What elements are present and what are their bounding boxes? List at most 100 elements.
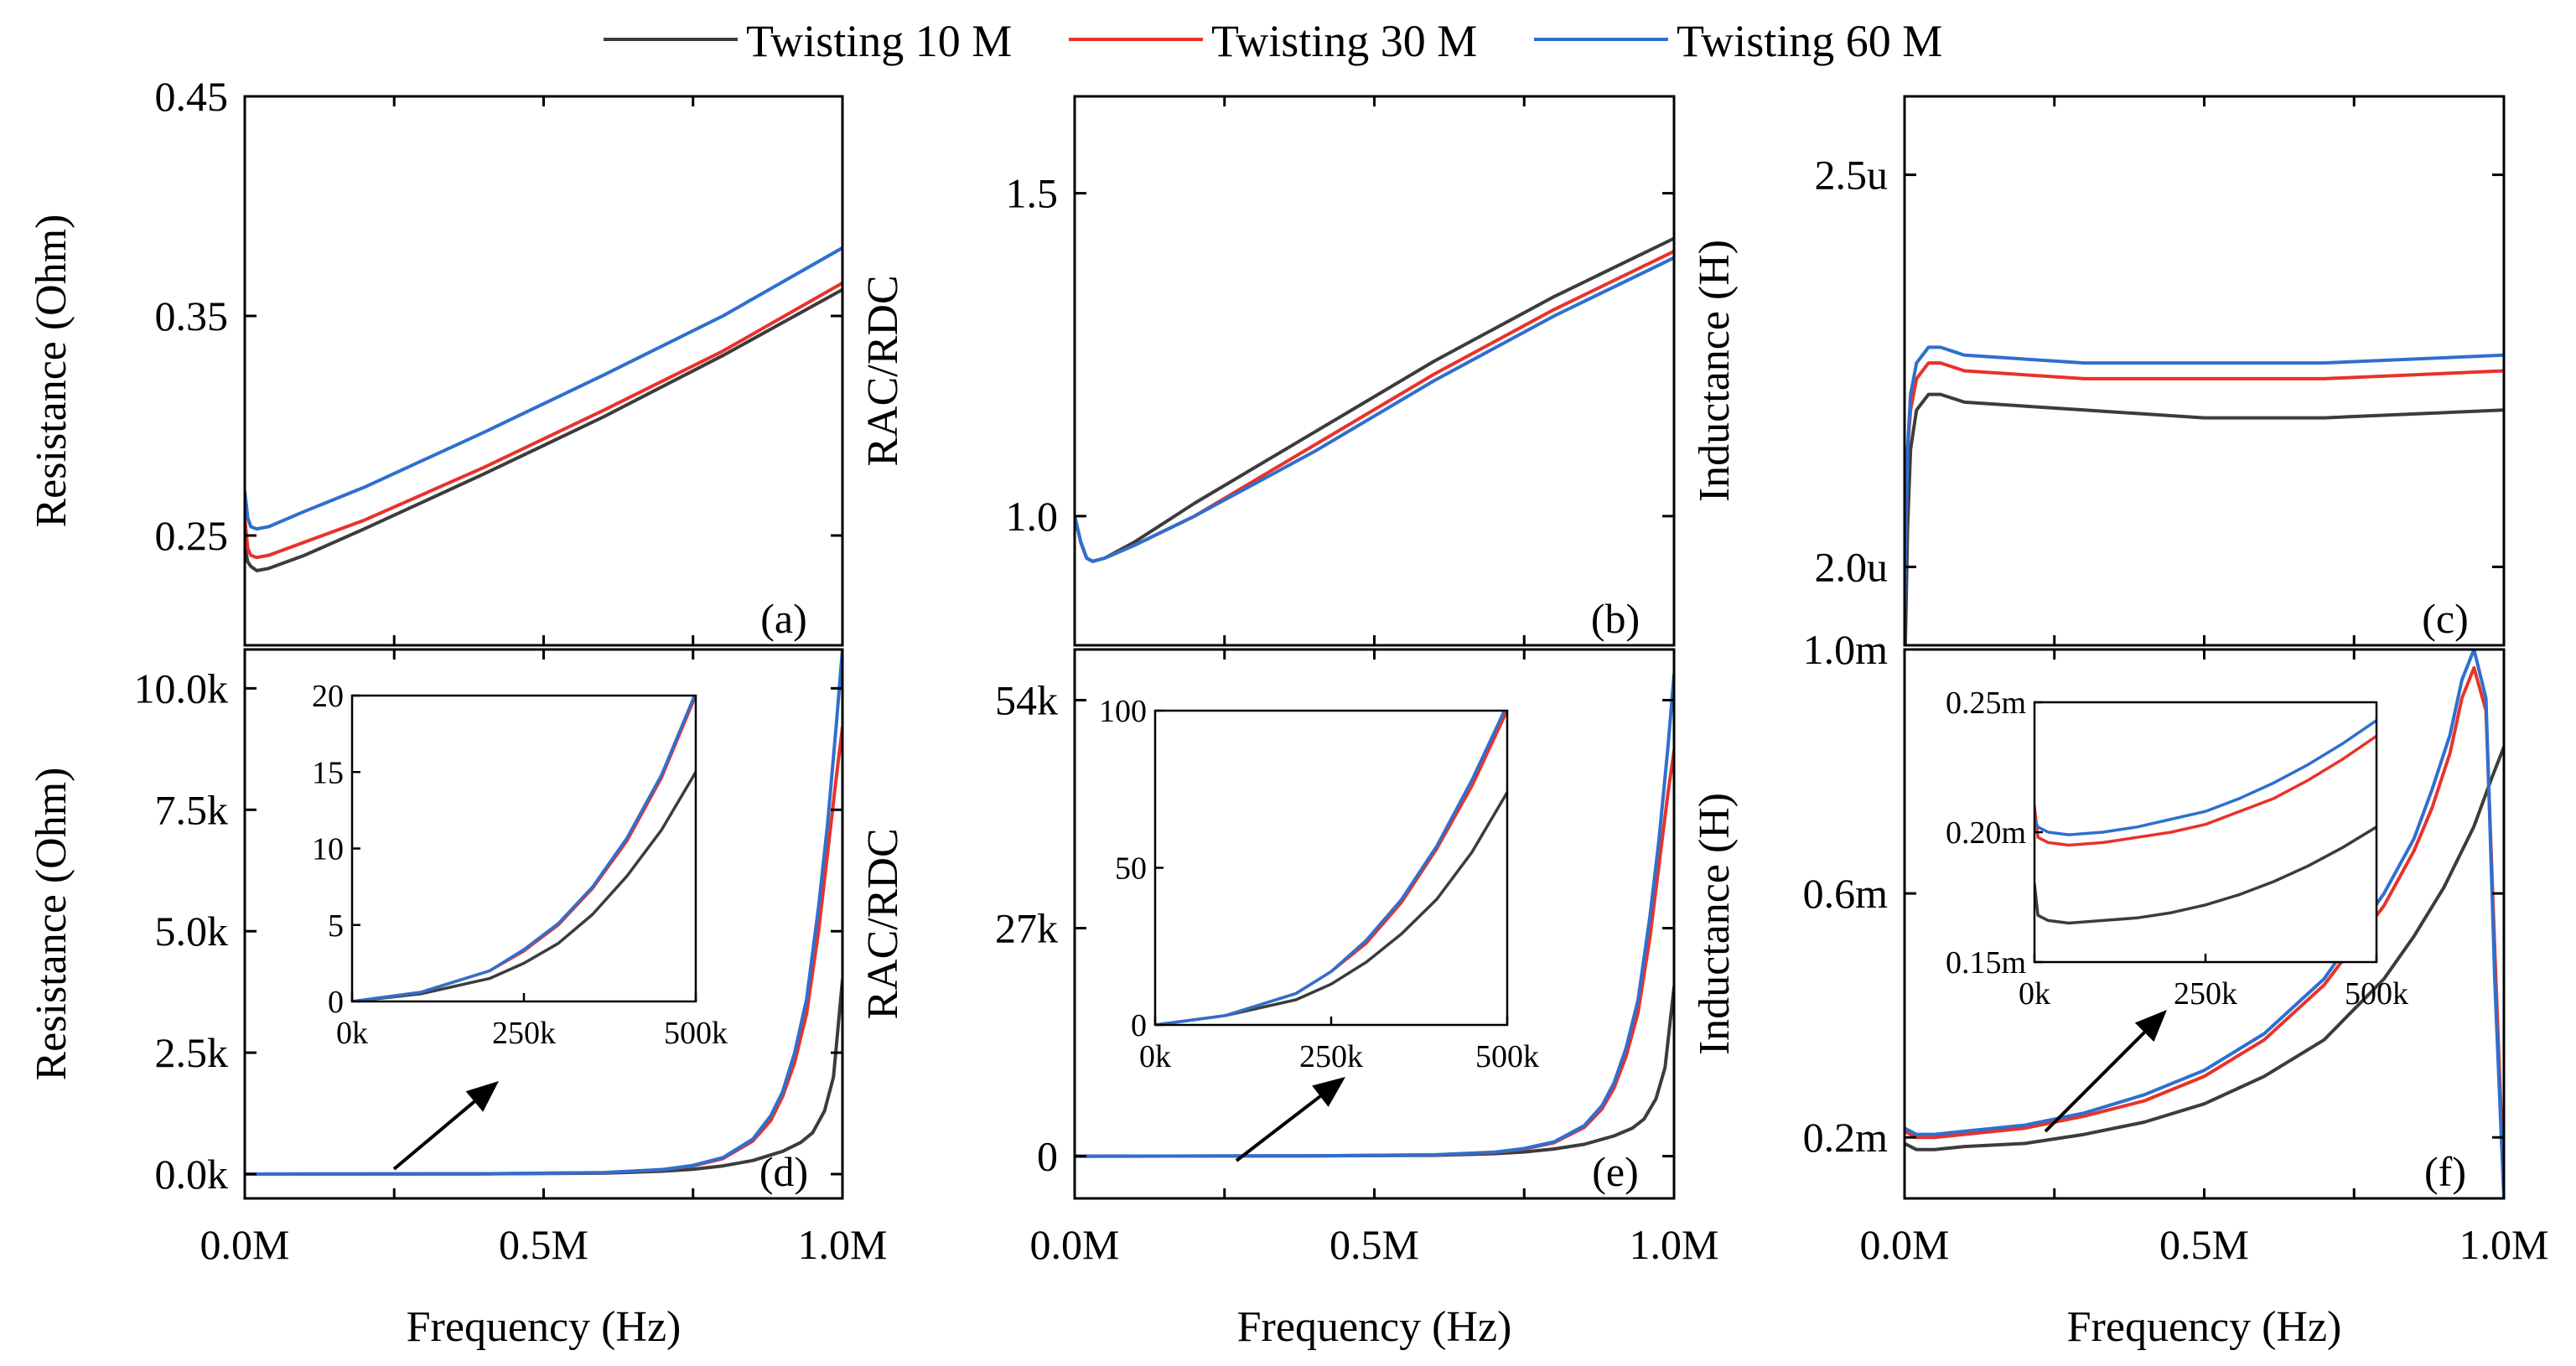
inset-plot-area [352, 696, 696, 1001]
series-line-twisting-60-m [245, 246, 842, 531]
series-line-twisting-10-m [1075, 236, 1674, 563]
inset-series-line-twisting-60-m [352, 696, 696, 1001]
y-tick-label: 2.0u [1815, 543, 1889, 590]
legend-label: Twisting 30 M [1211, 16, 1477, 66]
panel-tag: (f) [2424, 1148, 2466, 1195]
inset-y-tick-label: 0.15m [1946, 945, 2026, 981]
inset-y-tick-label: 5 [328, 908, 344, 944]
inset-background [352, 696, 696, 1001]
inset-background [1155, 711, 1507, 1025]
inset-series-line-twisting-10-m [1155, 790, 1507, 1025]
legend: Twisting 10 M Twisting 30 M Twisting 60 M [604, 16, 1942, 66]
inset-x-tick-label: 500k [1475, 1039, 1539, 1074]
arrow-head [1312, 1077, 1345, 1107]
legend-label: Twisting 10 M [746, 16, 1012, 66]
panel-tag: (b) [1591, 595, 1640, 642]
arrow-to-inset [1235, 1077, 1345, 1162]
inset-y-tick-label: 0 [328, 985, 344, 1020]
panel-e: 0 27k 54k 0.0M 0.5M 1.0M Frequency (Hz) RAC/RDC… [859, 648, 1719, 1351]
axes-frame [243, 95, 844, 647]
y-tick-label: 0.2m [1803, 1114, 1889, 1161]
series-line-twisting-60-m [1905, 649, 2504, 1198]
series-line-twisting-60-m [245, 649, 842, 1176]
plot-area [1075, 236, 1674, 563]
inset-y-tick-label: 20 [312, 679, 344, 714]
arrow-shaft [2044, 1031, 2146, 1133]
y-tick-label: 1.5 [1006, 170, 1059, 217]
arrow-shaft [1235, 1094, 1322, 1162]
plot-area [1905, 345, 2504, 645]
inset-series-line-twisting-10-m [352, 770, 696, 1001]
panel-tag: (c) [2422, 595, 2469, 642]
inset-series-line-twisting-10-m [2034, 825, 2376, 925]
plot-area [245, 649, 842, 1176]
x-axis-title: Frequency (Hz) [2067, 1303, 2342, 1351]
panel-f: 0.2m 0.6m 1.0m 0.0M 0.5M 1.0M Frequency (Hz) In… [1691, 626, 2548, 1351]
series-line-twisting-10-m [1905, 392, 2504, 645]
y-tick-label: 0.25 [155, 512, 229, 559]
x-tick-label: 0.0M [200, 1221, 290, 1268]
axes-frame [1903, 95, 2506, 647]
inset: 0.15m 0.20m 0.25m 0k 250k 500k [1946, 686, 2408, 1012]
panel-tag: (d) [759, 1148, 808, 1195]
y-axis-title: RAC/RDC [859, 275, 907, 466]
inset-x-tick-label: 0k [336, 1016, 368, 1051]
panel-tag: (e) [1592, 1148, 1639, 1195]
inset-y-tick-label: 10 [312, 832, 344, 867]
y-tick-label: 0.0k [155, 1151, 229, 1198]
x-tick-label: 0.5M [499, 1221, 588, 1268]
legend-label: Twisting 60 M [1677, 16, 1942, 66]
x-tick-label: 0.0M [1860, 1221, 1950, 1268]
arrow-to-inset [392, 1081, 499, 1171]
inset-y-tick-label: 0 [1131, 1008, 1147, 1043]
series-line-twisting-30-m [245, 281, 842, 560]
inset-x-tick-label: 0k [1139, 1039, 1171, 1074]
series-line-twisting-30-m [1905, 361, 2504, 530]
arrow-shaft [392, 1100, 476, 1171]
inset: 0 50 100 0k 250k 500k [1099, 694, 1539, 1074]
y-axis-title: Resistance (Ohm) [28, 767, 75, 1080]
inset-y-tick-label: 100 [1099, 694, 1147, 729]
series-line-twisting-60-m [1075, 256, 1674, 563]
y-tick-label: 2.5k [155, 1029, 229, 1076]
series-line-twisting-60-m [1075, 673, 1674, 1158]
inset-x-tick-label: 500k [664, 1016, 728, 1051]
series-line-twisting-30-m [1075, 249, 1674, 563]
x-axis-title: Frequency (Hz) [407, 1303, 682, 1351]
y-tick-label: 10.0k [134, 665, 229, 711]
inset-x-tick-label: 0k [2019, 976, 2050, 1012]
x-axis-title: Frequency (Hz) [1237, 1303, 1512, 1351]
x-tick-label: 0.0M [1030, 1221, 1120, 1268]
y-axis-title: RAC/RDC [859, 828, 907, 1019]
y-tick-label: 7.5k [155, 786, 229, 833]
y-tick-label: 27k [995, 905, 1058, 952]
legend-entry: Twisting 30 M [1069, 16, 1477, 66]
plot-area [1075, 673, 1674, 1158]
y-axis-title: Resistance (Ohm) [28, 214, 75, 527]
y-tick-label: 0.6m [1803, 870, 1889, 917]
x-tick-label: 1.0M [2459, 1221, 2549, 1268]
inset-y-tick-label: 15 [312, 755, 344, 790]
y-tick-label: 1.0m [1803, 626, 1889, 673]
series-line-twisting-30-m [1905, 665, 2504, 1188]
inset-x-tick-label: 250k [1299, 1039, 1363, 1074]
inset: 0 5 10 15 20 0k 250k 500k [312, 679, 728, 1051]
arrow-head [465, 1081, 499, 1112]
panel-tag: (a) [760, 595, 807, 642]
axes-frame [1073, 95, 1676, 647]
x-tick-label: 1.0M [798, 1221, 888, 1268]
y-tick-label: 0.35 [155, 292, 229, 339]
y-tick-label: 54k [995, 676, 1058, 723]
inset-series-line-twisting-60-m [2034, 718, 2376, 836]
series-line-twisting-10-m [1905, 745, 2504, 1151]
inset-x-tick-label: 250k [492, 1016, 556, 1051]
y-tick-label: 1.0 [1006, 493, 1059, 540]
y-axis-title: Inductance (H) [1691, 240, 1739, 502]
inset-plot-area [2034, 718, 2376, 925]
plot-area [1905, 649, 2504, 1198]
arrow-to-inset [2044, 1010, 2167, 1133]
x-tick-label: 1.0M [1630, 1221, 1719, 1268]
panel-b: 1.0 1.5 RAC/RDC (b) [859, 95, 1676, 647]
x-tick-label: 0.5M [1329, 1221, 1419, 1268]
